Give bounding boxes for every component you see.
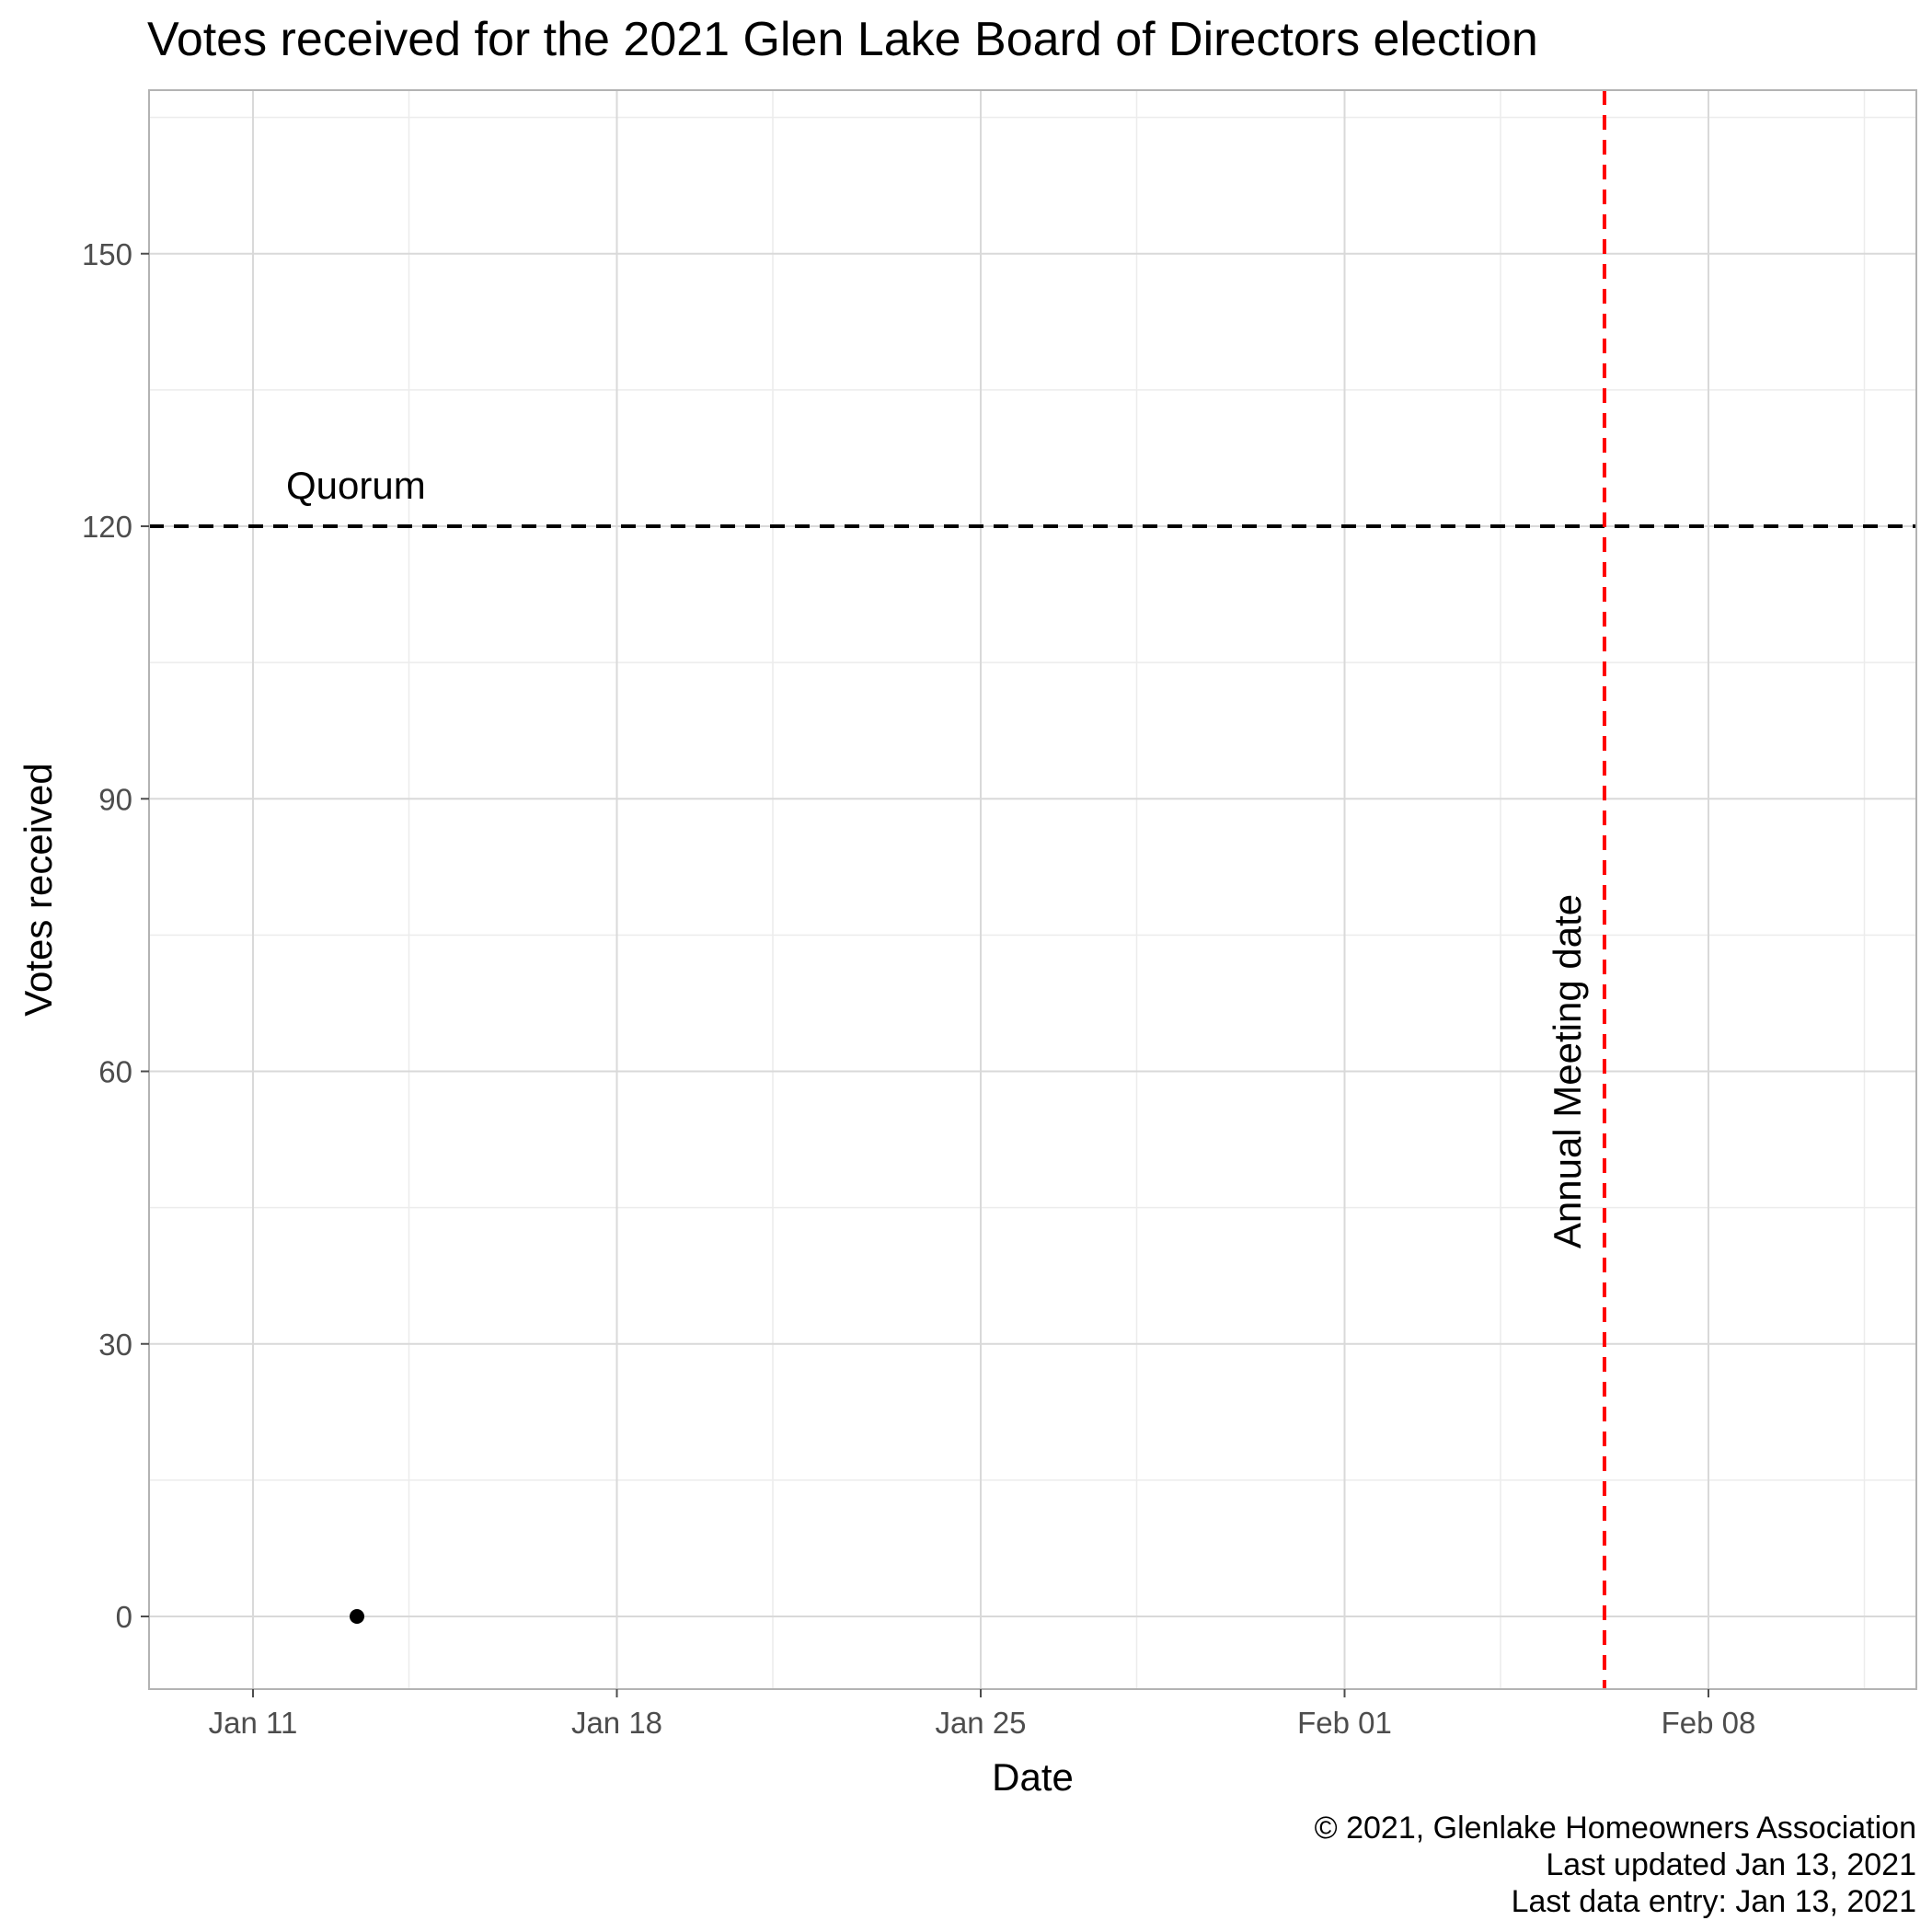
y-tick-label: 90 xyxy=(98,782,132,816)
axis-ticks: Jan 11 Jan 18 Jan 25 Feb 01 Feb 08 0 30 60 90 120… xyxy=(82,237,1755,1740)
x-tick-label: Jan 25 xyxy=(935,1706,1026,1740)
caption-last-data-entry: Last data entry: Jan 13, 2021 xyxy=(1512,1884,1916,1919)
chart-title: Votes received for the 2021 Glen Lake Bo… xyxy=(147,13,1538,66)
data-point xyxy=(350,1609,364,1624)
x-axis-title: Date xyxy=(992,1755,1074,1799)
annotations: Quorum Annual Meeting date xyxy=(286,464,1589,1248)
major-gridlines xyxy=(149,90,1916,1689)
y-tick-label: 30 xyxy=(98,1328,132,1362)
y-tick-label: 60 xyxy=(98,1055,132,1089)
annual-meeting-label: Annual Meeting date xyxy=(1546,894,1589,1248)
panel-border xyxy=(148,89,1917,1690)
minor-gridlines xyxy=(149,90,1916,1689)
data-points xyxy=(350,1609,364,1624)
caption-last-updated: Last updated Jan 13, 2021 xyxy=(1546,1847,1916,1882)
caption-copyright: © 2021, Glenlake Homeowners Association xyxy=(1315,1811,1916,1846)
x-tick-label: Feb 08 xyxy=(1662,1706,1756,1740)
y-tick-label: 120 xyxy=(82,510,132,544)
x-tick-label: Jan 18 xyxy=(571,1706,662,1740)
x-tick-label: Jan 11 xyxy=(209,1706,298,1740)
quorum-label: Quorum xyxy=(286,464,426,507)
y-axis-title: Votes received xyxy=(17,763,60,1017)
y-tick-label: 0 xyxy=(116,1600,132,1634)
x-tick-label: Feb 01 xyxy=(1297,1706,1392,1740)
y-tick-label: 150 xyxy=(82,237,132,271)
reference-lines xyxy=(149,90,1916,1689)
